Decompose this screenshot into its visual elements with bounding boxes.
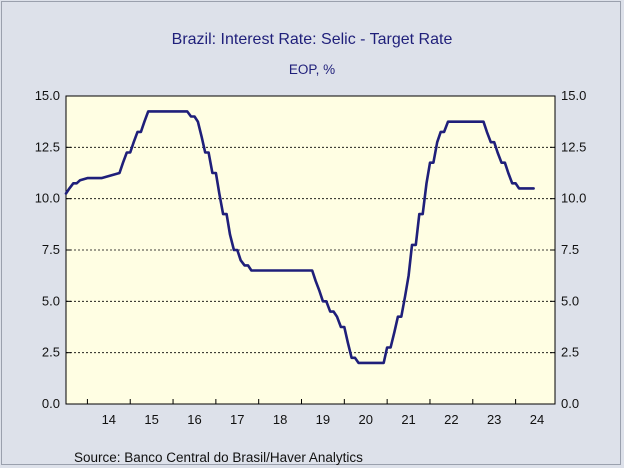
x-tick-label: 20 (359, 412, 373, 427)
y-tick-label-left: 7.5 (42, 242, 60, 257)
x-tick-label: 19 (316, 412, 330, 427)
chart-title: Brazil: Interest Rate: Selic - Target Ra… (172, 31, 453, 48)
y-tick-label-right: 10.0 (561, 191, 586, 206)
x-tick-label: 15 (144, 412, 158, 427)
x-tick-label: 16 (187, 412, 201, 427)
y-tick-label-left: 2.5 (42, 345, 60, 360)
x-tick-label: 18 (273, 412, 287, 427)
y-tick-label-left: 12.5 (35, 139, 60, 154)
chart-subtitle: EOP, % (289, 62, 335, 77)
x-tick-label: 23 (487, 412, 501, 427)
y-tick-label-right: 15.0 (561, 88, 586, 103)
x-tick-label: 17 (230, 412, 244, 427)
y-tick-label-right: 7.5 (561, 242, 579, 257)
y-tick-label-left: 15.0 (35, 88, 60, 103)
selic-rate-line (64, 110, 535, 365)
x-tick-label: 21 (401, 412, 415, 427)
x-tick-label: 14 (102, 412, 116, 427)
y-tick-label-left: 10.0 (35, 191, 60, 206)
y-tick-label-right: 5.0 (561, 293, 579, 308)
y-tick-label-left: 5.0 (42, 293, 60, 308)
source-note: Source: Banco Central do Brasil/Haver An… (74, 450, 363, 465)
y-tick-label-right: 12.5 (561, 139, 586, 154)
x-tick-label: 24 (530, 412, 544, 427)
y-tick-label-right: 2.5 (561, 345, 579, 360)
y-tick-label-left: 0.0 (42, 396, 60, 411)
y-tick-label-right: 0.0 (561, 396, 579, 411)
x-tick-label: 22 (444, 412, 458, 427)
